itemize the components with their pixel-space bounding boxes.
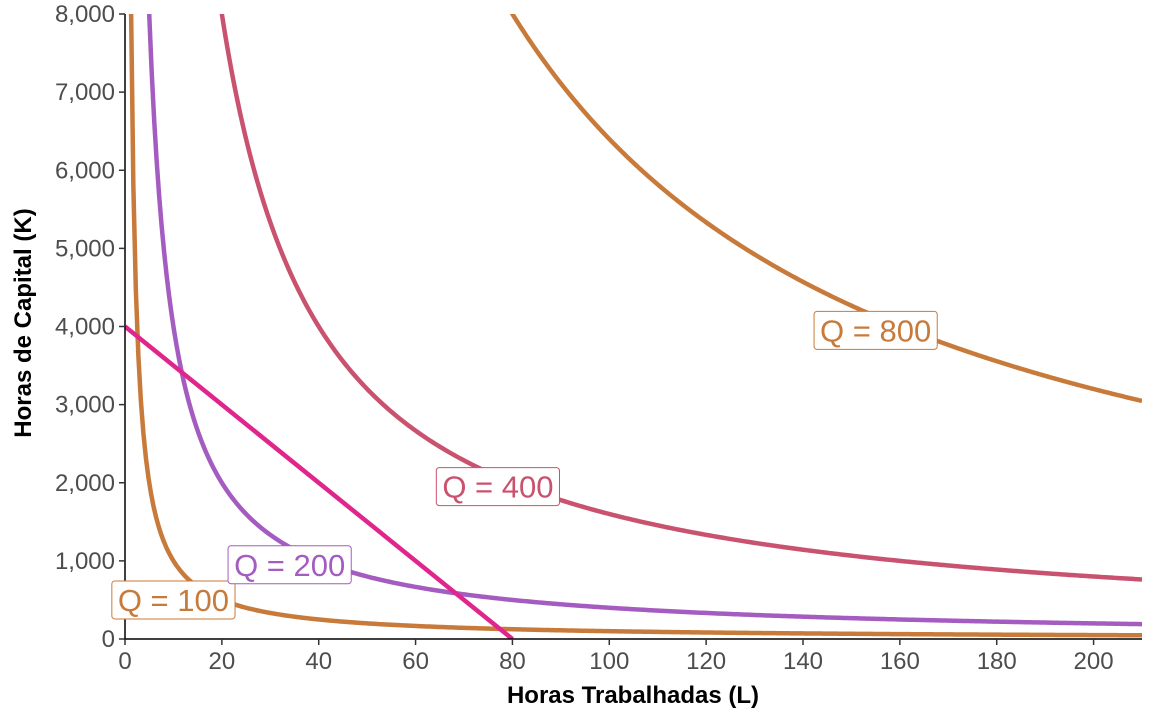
x-tick-label: 100 <box>589 648 629 675</box>
isoquant-line-4 <box>509 14 1142 404</box>
x-tick-label: 200 <box>1074 648 1114 675</box>
y-tick-label: 8,000 <box>55 1 115 28</box>
x-tick-label: 60 <box>402 648 429 675</box>
y-tick-label: 1,000 <box>55 548 115 575</box>
x-tick-label: 160 <box>880 648 920 675</box>
curve-label-3: Q = 400 <box>435 467 560 507</box>
curve-label-text: Q = 800 <box>820 313 931 348</box>
curve-label-1: Q = 100 <box>111 580 236 620</box>
y-tick-label: 7,000 <box>55 79 115 106</box>
y-tick-label: 4,000 <box>55 314 115 341</box>
isoquant-line-1 <box>128 14 1142 638</box>
isoquant-line-2 <box>146 14 1142 627</box>
axes-layer: 0 20 40 60 80 100 120 140 160 180 200 0 1,000 2,000 3,… <box>55 1 1142 675</box>
series-layer <box>125 14 1142 639</box>
y-tick-label: 6,000 <box>55 157 115 184</box>
x-tick-label: 20 <box>209 648 236 675</box>
x-tick-label: 120 <box>686 648 726 675</box>
x-tick-label: 80 <box>499 648 526 675</box>
x-tick-label: 0 <box>118 648 131 675</box>
y-tick-label: 3,000 <box>55 392 115 419</box>
x-tick-label: 180 <box>977 648 1017 675</box>
y-tick-label: 2,000 <box>55 470 115 497</box>
curve-label-text: Q = 400 <box>442 470 553 505</box>
y-tick-label: 5,000 <box>55 235 115 262</box>
x-tick-label: 140 <box>783 648 823 675</box>
curve-label-text: Q = 100 <box>118 583 229 618</box>
x-axis-title: Horas Trabalhadas (L) <box>507 682 759 709</box>
curve-label-text: Q = 200 <box>234 548 345 583</box>
x-tick-label: 40 <box>305 648 332 675</box>
curve-label-2: Q = 200 <box>227 545 352 585</box>
y-tick-label: 0 <box>102 626 115 653</box>
y-axis-title: Horas de Capital (K) <box>10 208 37 437</box>
curve-label-4: Q = 800 <box>813 310 938 350</box>
isocost-line <box>125 324 514 639</box>
isoquant-line-3 <box>219 14 1142 582</box>
